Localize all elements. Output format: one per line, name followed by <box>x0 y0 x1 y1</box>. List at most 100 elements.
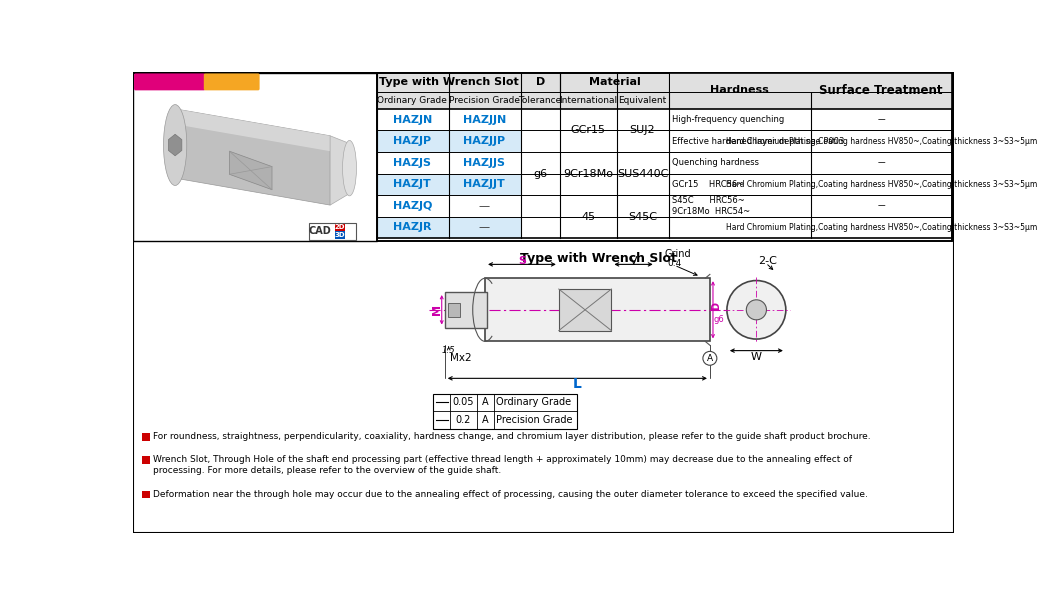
Text: HAZJJN: HAZJJN <box>463 114 506 125</box>
Text: Hard Chromium Plating,Coating hardness HV850~,Coating thickness 3~S3~5μm: Hard Chromium Plating,Coating hardness H… <box>725 180 1037 189</box>
Polygon shape <box>175 109 330 205</box>
Bar <box>142 433 149 441</box>
Text: Grind: Grind <box>664 249 691 259</box>
Text: Surface Treatment: Surface Treatment <box>819 84 943 97</box>
Ellipse shape <box>342 140 356 196</box>
Text: Effective hardened layer depth see P003: Effective hardened layer depth see P003 <box>672 137 844 146</box>
Text: 1:5: 1:5 <box>442 346 456 355</box>
Bar <box>142 456 149 464</box>
Bar <box>559 289 612 331</box>
Bar <box>376 174 520 195</box>
Text: S45C: S45C <box>628 211 657 222</box>
Bar <box>335 223 344 231</box>
Text: Type with Wrench Slot: Type with Wrench Slot <box>378 77 518 87</box>
Text: Ordinary Grade: Ordinary Grade <box>377 96 447 105</box>
Text: D: D <box>535 77 545 87</box>
Circle shape <box>703 352 717 365</box>
Text: Ordinary Grade: Ordinary Grade <box>496 397 571 407</box>
Bar <box>376 217 520 238</box>
Text: HAZJN: HAZJN <box>392 114 431 125</box>
Text: L: L <box>572 377 582 392</box>
Text: 9Cr18Mo: 9Cr18Mo <box>563 168 613 179</box>
Text: Deformation near the through hole may occur due to the annealing effect of proce: Deformation near the through hole may oc… <box>153 490 867 499</box>
Text: Equivalent: Equivalent <box>618 96 667 105</box>
Text: GCr15    HRC56~: GCr15 HRC56~ <box>672 180 744 189</box>
Text: 0.2: 0.2 <box>456 415 471 425</box>
Text: g6: g6 <box>533 168 547 179</box>
Text: V: V <box>630 256 637 265</box>
Text: Quenching hardness: Quenching hardness <box>672 158 759 167</box>
Text: CAD: CAD <box>308 226 332 236</box>
Text: SUJ2: SUJ2 <box>630 125 655 135</box>
Bar <box>376 72 952 241</box>
Text: Material: Material <box>588 77 640 87</box>
Text: HAZJQ: HAZJQ <box>392 201 432 211</box>
Text: g6: g6 <box>713 314 725 323</box>
Bar <box>134 72 376 241</box>
FancyBboxPatch shape <box>134 74 206 90</box>
Text: 2D: 2D <box>334 225 344 231</box>
Text: Custom-made: Custom-made <box>135 77 205 86</box>
Text: HAZJP: HAZJP <box>393 136 431 146</box>
Bar <box>445 292 487 328</box>
Text: Type with Wrench Slot: Type with Wrench Slot <box>520 253 677 265</box>
Text: —: — <box>479 222 490 232</box>
Bar <box>485 279 710 341</box>
Text: 0.05: 0.05 <box>453 397 474 407</box>
Text: HAZJJT: HAZJJT <box>463 179 506 189</box>
Polygon shape <box>169 134 182 156</box>
Circle shape <box>746 300 766 320</box>
Text: 0.4: 0.4 <box>667 259 682 268</box>
Text: Wrench Slot, Through Hole of the shaft end processing part (effective thread len: Wrench Slot, Through Hole of the shaft e… <box>153 455 851 464</box>
Polygon shape <box>229 151 272 190</box>
Text: 45: 45 <box>581 211 596 222</box>
Text: 3D: 3D <box>334 232 344 238</box>
Text: —: — <box>479 201 490 211</box>
Bar <box>142 491 149 498</box>
Text: A: A <box>482 415 489 425</box>
Text: S45C      HRC56~
9Cr18Mo  HRC54~: S45C HRC56~ 9Cr18Mo HRC54~ <box>672 196 750 216</box>
Text: HAZJS: HAZJS <box>393 158 431 168</box>
Bar <box>376 72 952 241</box>
Text: HAZJR: HAZJR <box>393 222 431 232</box>
Bar <box>434 394 577 429</box>
Text: HAZJT: HAZJT <box>393 179 431 189</box>
Bar <box>376 174 520 195</box>
Text: A: A <box>707 354 713 363</box>
Bar <box>376 131 520 152</box>
Text: A: A <box>482 397 489 407</box>
Text: —: — <box>878 158 885 167</box>
Text: i: i <box>144 432 147 441</box>
Text: SUS440C: SUS440C <box>617 168 668 179</box>
Bar <box>376 131 520 152</box>
Bar <box>376 72 952 109</box>
Text: HAZJJS: HAZJJS <box>463 158 506 168</box>
Circle shape <box>727 280 785 339</box>
Text: D: D <box>711 302 721 310</box>
Text: S: S <box>518 256 526 265</box>
Text: —: — <box>878 201 885 210</box>
Text: High-frequency quenching: High-frequency quenching <box>672 115 784 124</box>
Ellipse shape <box>163 105 187 186</box>
Polygon shape <box>330 136 350 205</box>
Text: Mx2: Mx2 <box>449 353 471 364</box>
Text: GCr15: GCr15 <box>570 125 605 135</box>
Text: Tolerance: Tolerance <box>518 96 562 105</box>
Text: Hard Chromium Plating,Coating hardness HV850~,Coating thickness 3~S3~5μm: Hard Chromium Plating,Coating hardness H… <box>725 223 1037 232</box>
Bar <box>310 223 356 240</box>
Text: Precision Grade: Precision Grade <box>496 415 572 425</box>
FancyBboxPatch shape <box>204 74 260 90</box>
Bar <box>335 231 344 239</box>
Text: Hardness: Hardness <box>710 86 768 95</box>
Polygon shape <box>175 109 330 151</box>
Bar <box>376 217 520 238</box>
Text: 2-C: 2-C <box>759 256 777 267</box>
Text: Inventory: Inventory <box>207 77 257 86</box>
Text: processing. For more details, please refer to the overview of the guide shaft.: processing. For more details, please ref… <box>153 466 501 475</box>
Text: M: M <box>432 304 442 315</box>
Text: Hard Chromium Plating,Coating hardness HV850~,Coating thickness 3~S3~5μm: Hard Chromium Plating,Coating hardness H… <box>725 137 1037 146</box>
Text: International: International <box>559 96 617 105</box>
Text: i: i <box>144 490 147 499</box>
Text: —: — <box>878 115 885 124</box>
Text: W: W <box>750 352 762 362</box>
